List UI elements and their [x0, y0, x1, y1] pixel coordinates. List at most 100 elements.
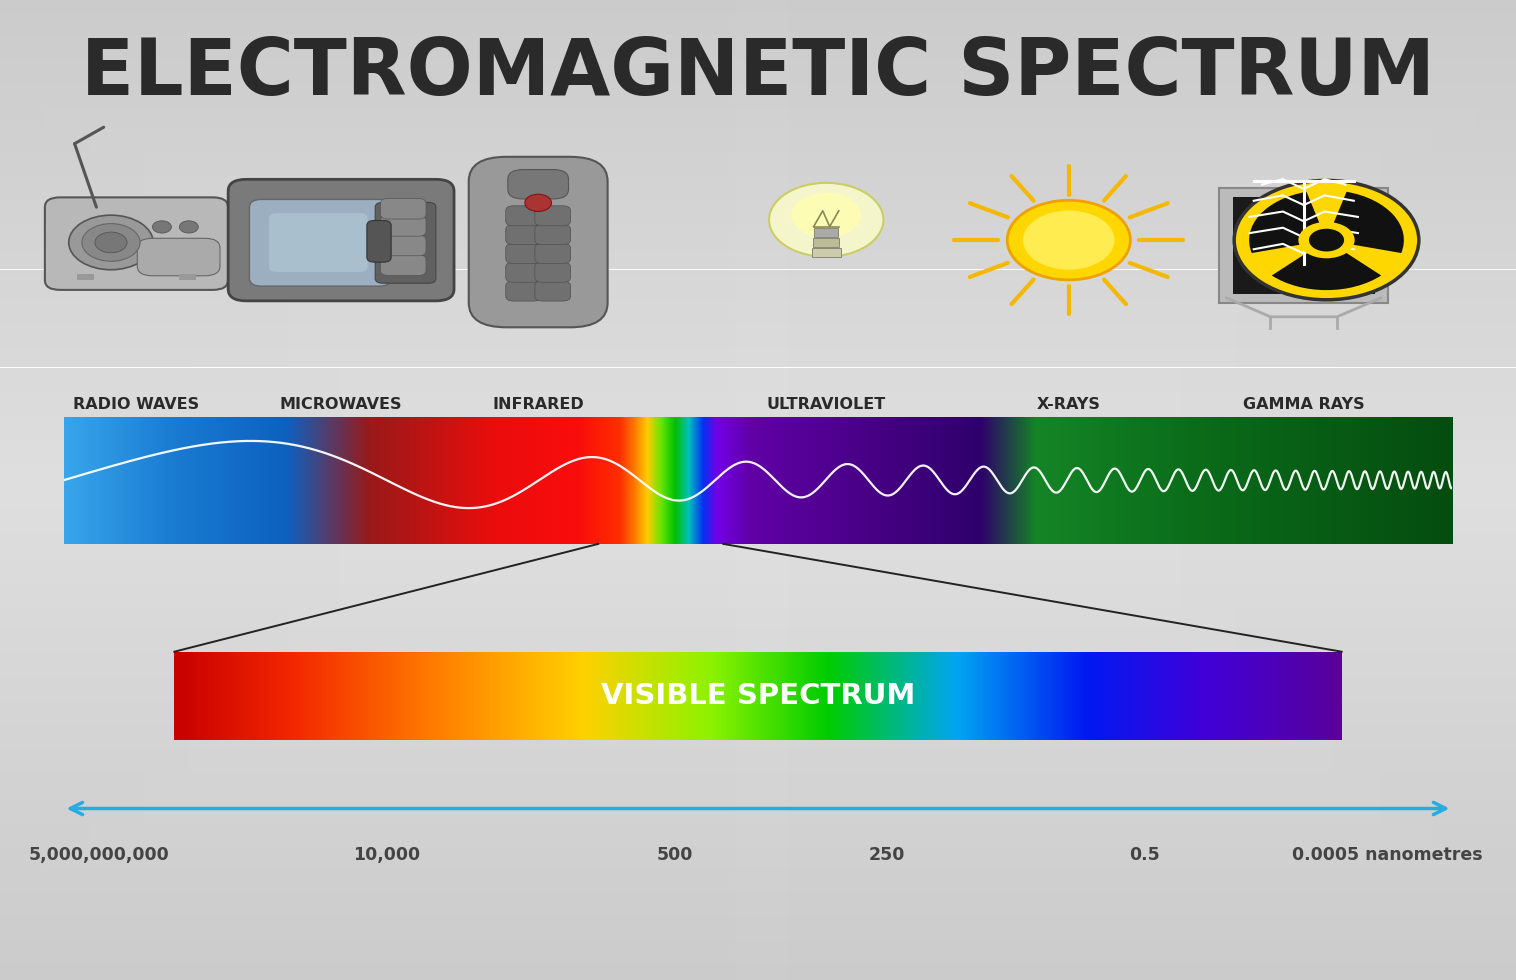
Bar: [796, 0, 803, 980]
Bar: [0, 353, 1516, 358]
Bar: [659, 0, 667, 980]
Bar: [0, 622, 1516, 627]
Bar: [857, 0, 864, 980]
Bar: [0, 93, 1516, 98]
Bar: [0, 529, 1516, 534]
Bar: [1266, 0, 1273, 980]
Bar: [1486, 0, 1493, 980]
Bar: [0, 774, 1516, 779]
Bar: [917, 0, 925, 980]
Bar: [53, 0, 61, 980]
Bar: [0, 475, 1516, 480]
Bar: [1099, 0, 1107, 980]
Circle shape: [68, 216, 153, 270]
Bar: [0, 647, 1516, 652]
Bar: [159, 0, 167, 980]
Bar: [1213, 0, 1220, 980]
Bar: [0, 519, 1516, 524]
Bar: [0, 172, 1516, 176]
Bar: [523, 0, 531, 980]
Bar: [0, 328, 1516, 333]
Bar: [0, 975, 1516, 980]
Bar: [0, 568, 1516, 573]
Bar: [0, 220, 1516, 225]
Bar: [0, 466, 1516, 470]
Bar: [0, 784, 1516, 789]
Bar: [758, 0, 766, 980]
Bar: [0, 676, 1516, 681]
Bar: [1289, 0, 1296, 980]
Bar: [0, 882, 1516, 887]
Bar: [129, 0, 136, 980]
Bar: [1092, 0, 1099, 980]
Bar: [0, 921, 1516, 926]
Bar: [0, 127, 1516, 132]
Bar: [644, 0, 652, 980]
Bar: [0, 495, 1516, 500]
Text: 5,000,000,000: 5,000,000,000: [29, 846, 168, 863]
Bar: [0, 20, 1516, 25]
Bar: [1417, 0, 1425, 980]
Bar: [0, 662, 1516, 666]
Bar: [0, 564, 1516, 568]
Bar: [0, 343, 1516, 348]
Bar: [1319, 0, 1326, 980]
Bar: [144, 0, 152, 980]
Bar: [1198, 0, 1205, 980]
Circle shape: [1007, 200, 1131, 280]
Bar: [1387, 0, 1395, 980]
Bar: [0, 813, 1516, 818]
Bar: [0, 681, 1516, 686]
Bar: [500, 0, 508, 980]
Bar: [250, 0, 258, 980]
Bar: [682, 0, 690, 980]
Bar: [591, 0, 599, 980]
Bar: [0, 730, 1516, 735]
Bar: [0, 88, 1516, 93]
Bar: [1054, 0, 1061, 980]
Bar: [0, 132, 1516, 137]
Bar: [879, 0, 887, 980]
Bar: [15, 0, 23, 980]
Circle shape: [1298, 221, 1355, 259]
Bar: [0, 108, 1516, 113]
Bar: [76, 0, 83, 980]
Bar: [1493, 0, 1501, 980]
Bar: [0, 265, 1516, 270]
Bar: [970, 0, 978, 980]
Bar: [0, 593, 1516, 598]
Bar: [606, 0, 614, 980]
Bar: [0, 970, 1516, 975]
Text: X-RAYS: X-RAYS: [1037, 397, 1101, 412]
Bar: [1357, 0, 1364, 980]
Bar: [0, 735, 1516, 740]
Bar: [0, 926, 1516, 931]
Bar: [288, 0, 296, 980]
Bar: [576, 0, 584, 980]
Bar: [1395, 0, 1402, 980]
Bar: [0, 122, 1516, 127]
Bar: [152, 0, 159, 980]
Bar: [0, 323, 1516, 328]
Bar: [1016, 0, 1023, 980]
Bar: [910, 0, 917, 980]
Bar: [0, 755, 1516, 760]
Bar: [1145, 0, 1152, 980]
Bar: [1107, 0, 1114, 980]
Bar: [0, 696, 1516, 701]
Bar: [0, 98, 1516, 103]
Bar: [0, 848, 1516, 853]
Bar: [23, 0, 30, 980]
Bar: [1440, 0, 1448, 980]
Bar: [1190, 0, 1198, 980]
Bar: [546, 0, 553, 980]
Bar: [0, 289, 1516, 294]
Bar: [940, 0, 948, 980]
Bar: [0, 514, 1516, 519]
FancyBboxPatch shape: [506, 206, 541, 225]
Bar: [1380, 0, 1387, 980]
Bar: [0, 451, 1516, 456]
Bar: [1281, 0, 1289, 980]
Bar: [0, 279, 1516, 284]
Bar: [637, 0, 644, 980]
